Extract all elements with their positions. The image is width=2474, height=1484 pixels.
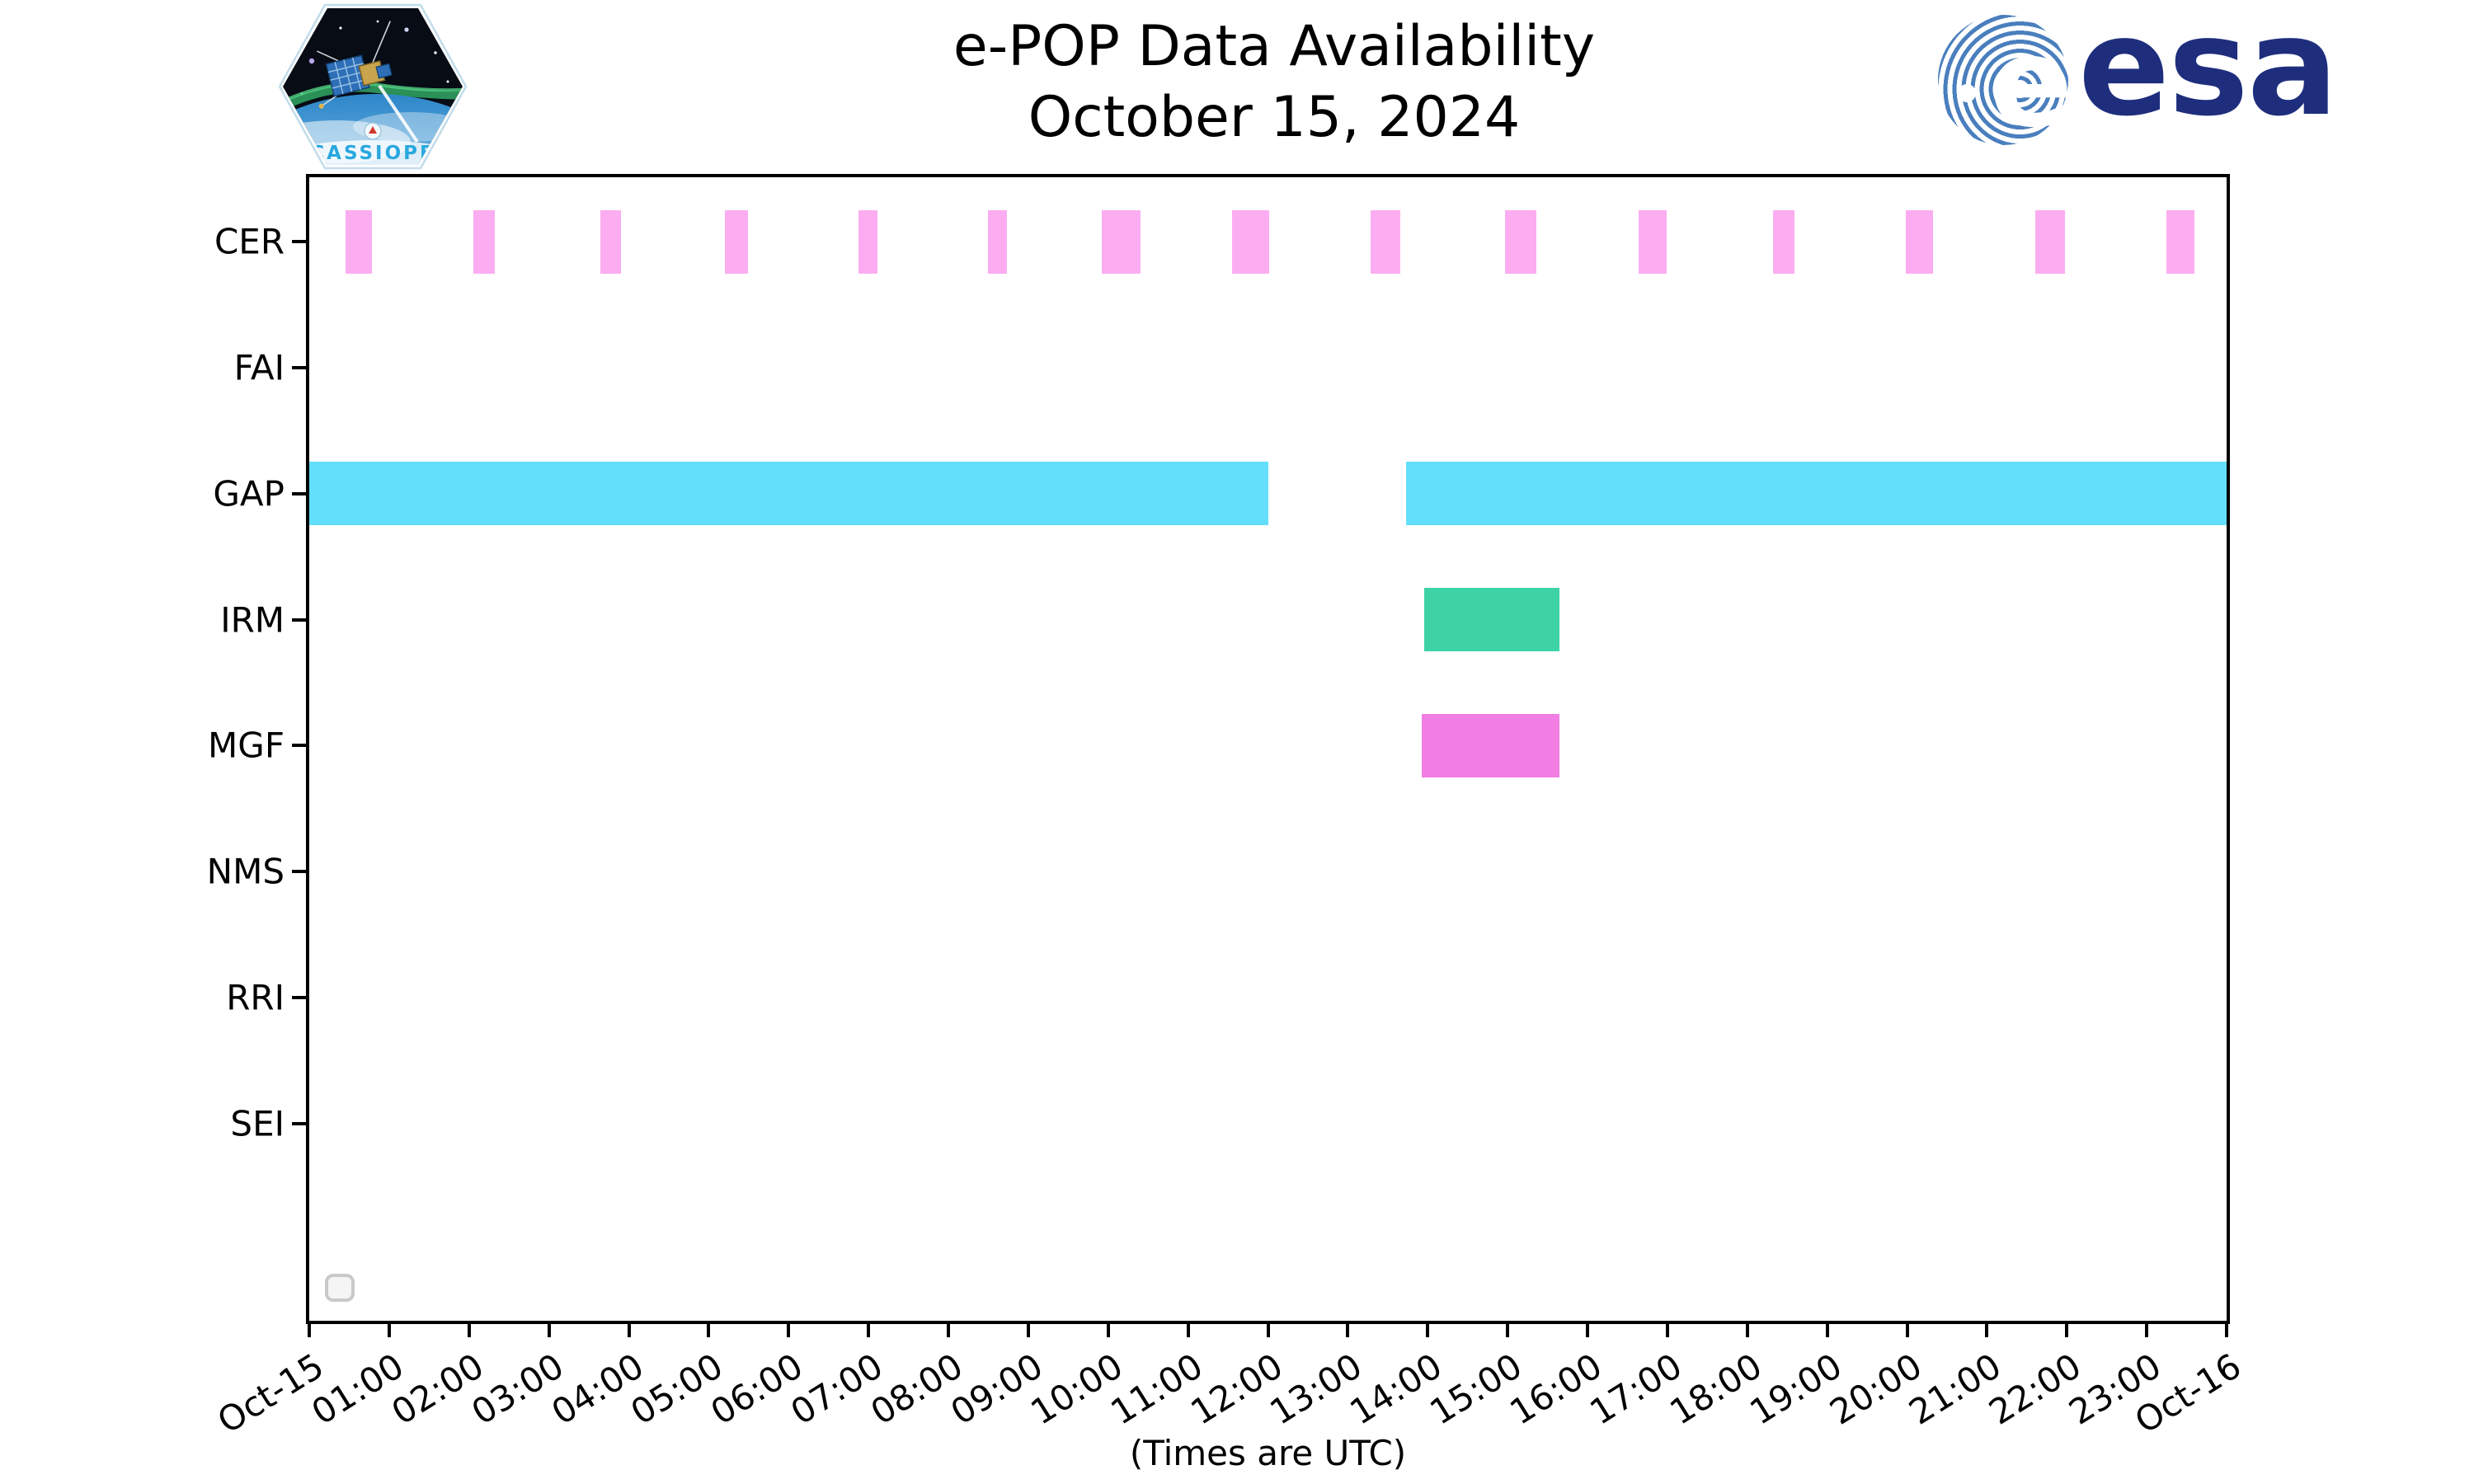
- x-tick-label-16: 16:00: [1503, 1345, 1609, 1433]
- bar-cer-11: [1772, 209, 1794, 274]
- x-tick-label-9: 09:00: [943, 1345, 1050, 1433]
- x-tick-16: [1586, 1324, 1589, 1337]
- x-tick-label-7: 07:00: [783, 1345, 891, 1433]
- chart-title-line1: e-POP Data Availability: [952, 14, 1596, 79]
- y-label-gap: GAP: [213, 473, 285, 514]
- y-tick-irm: [292, 618, 306, 622]
- x-tick-label-12: 12:00: [1183, 1345, 1290, 1433]
- x-tick-label-3: 03:00: [463, 1345, 571, 1433]
- legend-box: [325, 1274, 355, 1302]
- y-tick-cer: [292, 240, 306, 243]
- bar-cer-14: [2166, 209, 2195, 274]
- plot-area: CER FAI GAP IRM MGF NMS RRI SEI Oct-15 01:00 02:00…: [207, 174, 2248, 1441]
- bar-cer-9: [1505, 209, 1536, 274]
- x-tick-label-8: 08:00: [863, 1345, 970, 1433]
- x-tick-label-2: 02:00: [384, 1345, 491, 1433]
- x-tick-label-15: 15:00: [1423, 1345, 1530, 1433]
- bar-cer-10: [1639, 209, 1667, 274]
- y-tick-fai: [292, 365, 306, 369]
- y-tick-mgf: [292, 744, 306, 748]
- x-tick-17: [1665, 1324, 1669, 1337]
- x-tick-19: [1825, 1324, 1829, 1337]
- x-tick-14: [1426, 1324, 1430, 1337]
- x-tick-label-21: 21:00: [1902, 1345, 2009, 1433]
- y-tick-sei: [292, 1122, 306, 1126]
- esa-logo-text: esa: [2078, 0, 2339, 146]
- x-tick-label-6: 06:00: [703, 1345, 811, 1433]
- bar-gap-1: [1406, 462, 2227, 526]
- x-tick-10: [1106, 1324, 1110, 1337]
- x-tick-7: [867, 1324, 871, 1337]
- x-tick-label-4: 04:00: [543, 1345, 651, 1433]
- x-tick-label-14: 14:00: [1343, 1345, 1450, 1433]
- esa-logo: e esa: [1936, 0, 2339, 152]
- chart-title: e-POP Data Availability October 15, 2024: [841, 12, 1707, 153]
- bar-cer-1: [473, 209, 495, 274]
- bar-cer-0: [345, 209, 372, 274]
- bar-cer-4: [858, 209, 877, 274]
- bar-cer-6: [1102, 209, 1141, 274]
- y-label-sei: SEI: [230, 1103, 285, 1144]
- chart-title-line2: October 15, 2024: [1028, 85, 1521, 150]
- x-tick-21: [1985, 1324, 1989, 1337]
- x-tick-5: [707, 1324, 711, 1337]
- bar-cer-2: [600, 209, 621, 274]
- y-tick-nms: [292, 870, 306, 874]
- x-tick-8: [947, 1324, 950, 1337]
- x-tick-0: [308, 1324, 311, 1337]
- x-tick-label-5: 05:00: [623, 1345, 731, 1433]
- esa-globe-e-letter: e: [1989, 12, 2073, 155]
- esa-globe-star-dot: [1958, 84, 1976, 102]
- bar-cer-13: [2035, 209, 2066, 274]
- x-tick-label-13: 13:00: [1263, 1345, 1370, 1433]
- bar-gap-0: [309, 462, 1268, 526]
- bar-cer-8: [1370, 209, 1401, 274]
- x-tick-12: [1266, 1324, 1270, 1337]
- x-tick-15: [1506, 1324, 1510, 1337]
- x-tick-2: [467, 1324, 471, 1337]
- esa-globe-icon: e: [1938, 15, 2073, 145]
- x-tick-20: [1905, 1324, 1909, 1337]
- y-label-fai: FAI: [233, 347, 285, 388]
- x-tick-9: [1026, 1324, 1030, 1337]
- y-label-rri: RRI: [226, 977, 285, 1018]
- bar-irm-0: [1424, 588, 1560, 652]
- cassiope-mission-patch-logo: CASSIOPE: [278, 3, 468, 170]
- x-axis-label: (Times are UTC): [1129, 1433, 1407, 1473]
- x-tick-11: [1186, 1324, 1190, 1337]
- x-tick-13: [1346, 1324, 1350, 1337]
- x-tick-3: [547, 1324, 551, 1337]
- y-tick-rri: [292, 996, 306, 1000]
- x-tick-4: [627, 1324, 631, 1337]
- x-tick-6: [787, 1324, 791, 1337]
- bar-cer-12: [1905, 209, 1933, 274]
- y-label-cer: CER: [214, 221, 285, 262]
- x-tick-label-20: 20:00: [1822, 1345, 1929, 1433]
- y-label-nms: NMS: [206, 851, 285, 892]
- x-tick-label-22: 22:00: [1982, 1345, 2089, 1433]
- bar-cer-5: [988, 209, 1007, 274]
- x-tick-18: [1745, 1324, 1749, 1337]
- x-tick-label-10: 10:00: [1023, 1345, 1130, 1433]
- x-tick-24: [2225, 1324, 2228, 1337]
- x-tick-label-11: 11:00: [1103, 1345, 1210, 1433]
- cassiope-patch-icon: CASSIOPE: [278, 3, 468, 170]
- bar-cer-3: [724, 209, 748, 274]
- bar-cer-7: [1231, 209, 1270, 274]
- x-tick-22: [2065, 1324, 2069, 1337]
- x-tick-23: [2145, 1324, 2149, 1337]
- x-tick-label-17: 17:00: [1583, 1345, 1689, 1433]
- cassiope-patch-text: CASSIOPE: [310, 143, 435, 164]
- x-tick-1: [387, 1324, 391, 1337]
- x-tick-label-19: 19:00: [1742, 1345, 1849, 1433]
- y-label-irm: IRM: [220, 599, 285, 641]
- bar-mgf-0: [1421, 713, 1560, 777]
- y-label-mgf: MGF: [208, 725, 285, 766]
- y-tick-gap: [292, 491, 306, 495]
- x-tick-label-18: 18:00: [1663, 1345, 1769, 1433]
- x-tick-label-1: 01:00: [304, 1345, 411, 1433]
